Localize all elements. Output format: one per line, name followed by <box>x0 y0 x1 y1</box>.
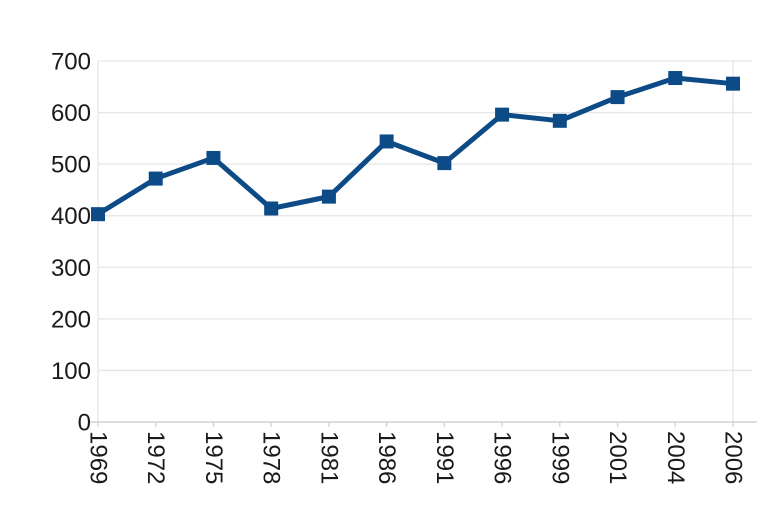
data-point-marker <box>91 207 105 222</box>
x-tick-label: 1999 <box>546 431 573 484</box>
data-point-marker <box>437 156 452 171</box>
y-tick-label: 400 <box>51 203 91 230</box>
data-point-marker <box>610 90 625 105</box>
series-line <box>95 75 736 217</box>
y-tick-label: 700 <box>51 49 91 76</box>
y-tick-label: 500 <box>51 152 91 179</box>
y-tick-label: 200 <box>51 306 91 333</box>
data-point-marker <box>552 113 567 128</box>
data-point-marker <box>264 201 279 216</box>
data-point-marker <box>206 150 221 165</box>
x-tick-label: 1996 <box>489 431 516 484</box>
y-tick-label: 0 <box>78 410 91 437</box>
x-tick-label: 2006 <box>720 431 747 484</box>
x-tick-label: 1986 <box>373 431 400 484</box>
x-tick-label: 1978 <box>258 431 285 484</box>
data-point-marker <box>321 189 336 204</box>
x-tick-label: 1975 <box>200 431 227 484</box>
x-tick-label: 2001 <box>604 431 631 484</box>
x-tick-label: 1972 <box>142 431 169 484</box>
x-tick-label: 1991 <box>431 431 458 484</box>
x-tick-label: 2004 <box>662 431 689 484</box>
data-point-marker <box>726 76 740 91</box>
data-point-marker <box>148 171 163 186</box>
data-point-marker <box>495 107 510 122</box>
data-point-marker <box>379 134 394 149</box>
x-tick-label: 1981 <box>315 431 342 484</box>
data-point-marker <box>668 71 683 86</box>
x-tick-label: 1969 <box>85 431 112 484</box>
y-tick-label: 300 <box>51 255 91 282</box>
y-tick-label: 600 <box>51 100 91 127</box>
y-tick-label: 100 <box>51 358 91 385</box>
